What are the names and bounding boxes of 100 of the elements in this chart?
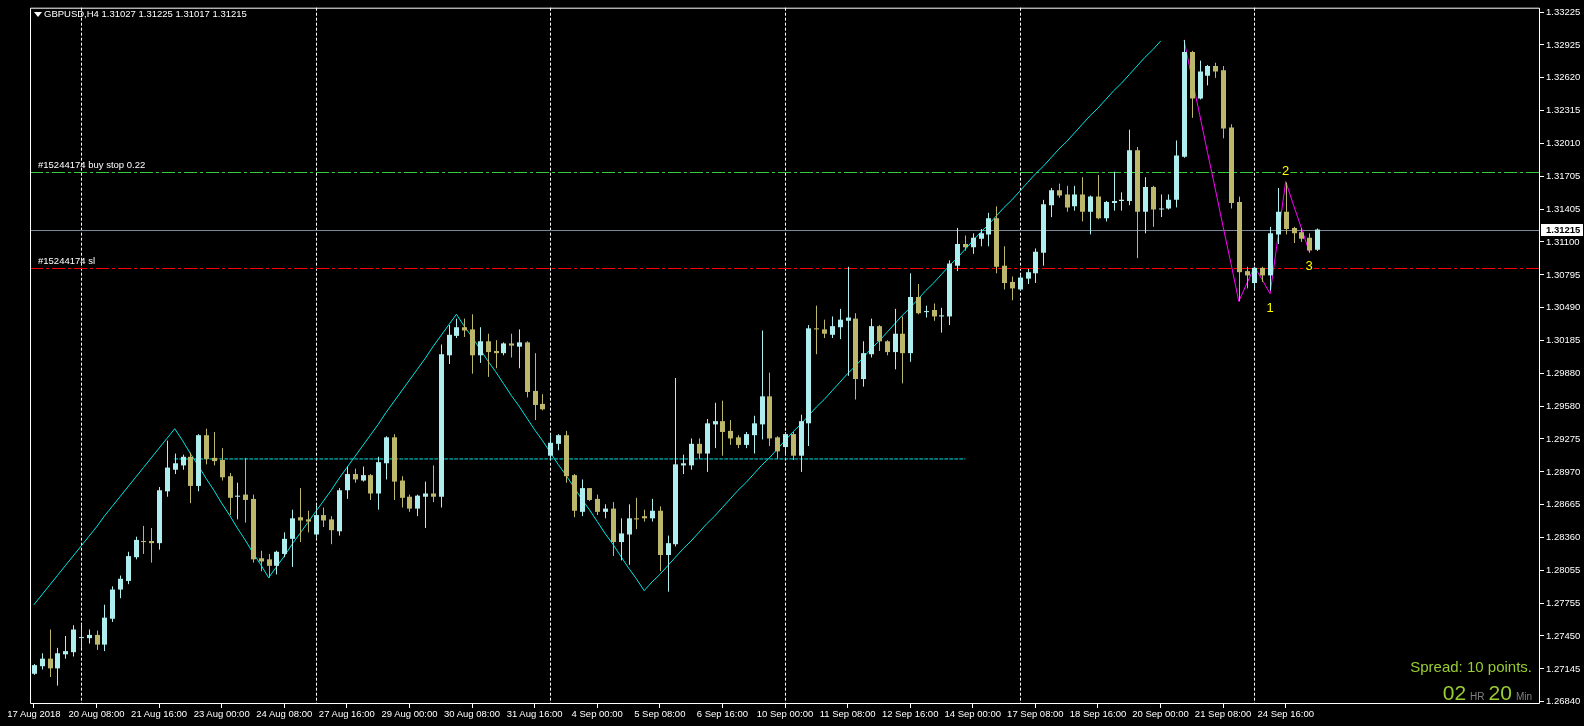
- candlestick: [415, 494, 420, 517]
- ref-line-label: 1.31215: [1546, 224, 1582, 236]
- candlestick: [1049, 187, 1054, 218]
- y-tick-label: 1.28360: [1546, 531, 1581, 543]
- candlestick: [306, 510, 311, 533]
- candlestick: [79, 623, 84, 649]
- candlestick: [235, 482, 240, 520]
- ref-line-label: #15244174 sl: [38, 255, 96, 266]
- candlestick: [141, 525, 146, 555]
- candlestick: [1096, 174, 1101, 220]
- candlestick: [924, 305, 929, 319]
- candlestick: [290, 509, 295, 568]
- x-tick-label: 17 Sep 08:00: [1007, 708, 1064, 720]
- candlestick: [791, 431, 796, 461]
- candlestick: [1033, 247, 1038, 284]
- candlestick: [267, 553, 272, 579]
- candlestick: [1065, 185, 1070, 213]
- candlestick: [173, 453, 178, 475]
- candlestick: [243, 457, 248, 524]
- y-tick-label: 1.32620: [1546, 71, 1581, 83]
- candlestick: [838, 308, 843, 340]
- candlestick: [1119, 191, 1124, 212]
- candlestick: [1276, 187, 1281, 245]
- x-tick-label: 23 Aug 00:00: [193, 708, 250, 720]
- x-tick-label: 10 Sep 00:00: [756, 708, 814, 720]
- candlestick: [533, 352, 538, 421]
- x-tick-label: 20 Sep 00:00: [1132, 708, 1189, 720]
- x-tick-label: 14 Sep 00:00: [944, 708, 1002, 720]
- x-tick-label: 21 Aug 16:00: [131, 708, 188, 720]
- candlestick: [877, 324, 882, 352]
- candlestick: [580, 478, 585, 517]
- annotation: 2: [1282, 163, 1290, 179]
- candlestick: [274, 550, 279, 575]
- x-tick-label: 24 Aug 08:00: [256, 708, 313, 720]
- candlestick: [775, 435, 780, 460]
- candlestick: [1104, 200, 1109, 222]
- x-tick-label: 11 Sep 08:00: [819, 708, 876, 720]
- candlestick: [752, 415, 757, 455]
- candlestick: [1112, 171, 1117, 212]
- candlestick: [134, 536, 139, 560]
- candlestick: [509, 333, 514, 358]
- candlestick: [431, 464, 436, 503]
- y-tick-label: 1.30490: [1546, 301, 1581, 313]
- y-tick-label: 1.32925: [1546, 38, 1581, 50]
- candlestick: [713, 402, 718, 449]
- candlestick: [830, 315, 835, 339]
- candlestick: [400, 475, 405, 509]
- candlestick: [1080, 176, 1085, 222]
- candlestick: [971, 232, 976, 255]
- annotation: Spread: 10 points.: [1410, 658, 1532, 675]
- y-tick-label: 1.27755: [1546, 596, 1581, 608]
- candlestick: [95, 630, 100, 651]
- candlestick: [55, 647, 60, 687]
- candlestick: [71, 624, 76, 657]
- y-tick-label: 1.28055: [1546, 564, 1581, 576]
- candlestick: [916, 283, 921, 315]
- candlestick: [1315, 227, 1320, 252]
- candlestick: [329, 515, 334, 545]
- x-tick-label: 27 Aug 16:00: [318, 708, 375, 720]
- chart-title: GBPUSD,H4 1.31027 1.31225 1.31017 1.31215: [44, 8, 247, 20]
- candlestick: [822, 319, 827, 339]
- candlestick: [893, 308, 898, 370]
- candlestick: [650, 498, 655, 523]
- y-tick-label: 1.28970: [1546, 465, 1581, 477]
- candlestick: [259, 550, 264, 572]
- candlestick: [666, 535, 671, 593]
- candlestick: [1088, 195, 1093, 235]
- candlestick: [486, 333, 491, 378]
- candlestick: [345, 466, 350, 500]
- y-tick-label: 1.33225: [1546, 6, 1581, 18]
- candlestick: [1252, 266, 1257, 289]
- y-tick-label: 1.31100: [1546, 235, 1580, 247]
- candlestick: [282, 531, 287, 558]
- candlestick: [720, 400, 725, 457]
- annotation: 1: [1266, 300, 1274, 316]
- candlestick: [423, 481, 428, 529]
- candlestick: [48, 629, 53, 678]
- x-tick-label: 18 Sep 16:00: [1069, 708, 1127, 720]
- candlestick: [1284, 182, 1289, 235]
- y-tick-label: 1.32315: [1546, 104, 1581, 116]
- x-tick-label: 21 Sep 08:00: [1194, 708, 1252, 720]
- candlestick: [728, 419, 733, 446]
- x-tick-label: 17 Aug 2018: [7, 708, 61, 720]
- y-tick-label: 1.27145: [1546, 662, 1581, 674]
- y-tick-label: 1.31705: [1546, 170, 1581, 182]
- y-tick-label: 1.31405: [1546, 202, 1581, 214]
- x-tick-label: 30 Aug 08:00: [444, 708, 501, 720]
- candlestick: [204, 428, 209, 465]
- y-tick-label: 1.29275: [1546, 432, 1581, 444]
- x-tick-label: 5 Sep 08:00: [634, 708, 686, 720]
- candlestick: [1245, 266, 1250, 289]
- candlestick: [368, 473, 373, 501]
- candlestick: [548, 433, 553, 459]
- candlestick: [454, 318, 459, 339]
- y-tick-label: 1.29580: [1546, 399, 1581, 411]
- candlestick: [478, 326, 483, 364]
- candlestick: [314, 504, 319, 539]
- x-tick-label: 4 Sep 00:00: [571, 708, 623, 720]
- y-tick-label: 1.28665: [1546, 498, 1581, 510]
- candlestick: [298, 487, 303, 543]
